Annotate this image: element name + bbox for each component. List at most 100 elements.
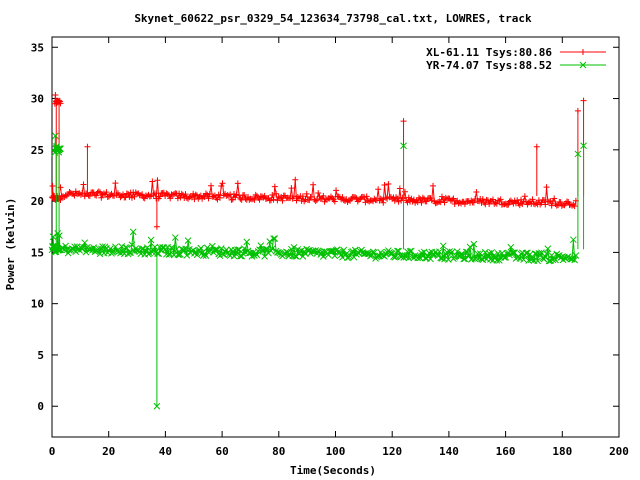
data-point-marker bbox=[356, 196, 363, 203]
data-point-marker bbox=[125, 190, 132, 197]
data-point-marker bbox=[232, 194, 239, 201]
data-point-marker bbox=[291, 252, 299, 260]
data-point-marker bbox=[123, 244, 131, 252]
data-point-marker bbox=[313, 196, 320, 203]
data-point-marker bbox=[290, 193, 297, 200]
data-point-marker bbox=[90, 244, 98, 251]
data-point-marker bbox=[110, 247, 118, 255]
data-point-marker bbox=[292, 176, 299, 183]
data-point-marker bbox=[405, 254, 413, 262]
data-point-marker bbox=[211, 192, 218, 199]
data-point-marker bbox=[396, 185, 403, 192]
data-point-marker bbox=[516, 255, 524, 262]
data-point-marker bbox=[548, 202, 555, 209]
data-point-marker bbox=[441, 199, 448, 206]
data-point-marker bbox=[400, 118, 407, 125]
data-point-marker bbox=[105, 193, 112, 200]
data-point-marker bbox=[404, 199, 411, 206]
data-point-marker bbox=[262, 245, 270, 253]
data-point-marker bbox=[256, 196, 263, 203]
data-point-marker bbox=[266, 238, 274, 245]
data-point-marker bbox=[462, 248, 470, 256]
data-point-marker bbox=[81, 239, 89, 247]
data-point-marker bbox=[408, 195, 415, 202]
data-point-marker bbox=[252, 191, 259, 198]
data-point-marker bbox=[273, 190, 280, 197]
data-point-marker bbox=[214, 246, 221, 254]
x-tick-label: 100 bbox=[326, 445, 346, 458]
data-point-marker bbox=[373, 197, 380, 204]
axis-ticks: 0 20 40 60 80 100 120 140 160 180 200 0 5 10 15 20 25 30 3… bbox=[31, 37, 629, 458]
data-point-marker bbox=[271, 235, 279, 242]
data-point-marker bbox=[320, 192, 327, 199]
data-point-marker bbox=[418, 199, 425, 206]
data-point-marker bbox=[399, 194, 406, 201]
x-tick-label: 60 bbox=[215, 445, 228, 458]
x-tick-label: 120 bbox=[382, 445, 402, 458]
data-point-marker bbox=[382, 194, 389, 201]
data-point-marker bbox=[542, 201, 549, 208]
data-point-marker bbox=[270, 196, 277, 203]
data-point-marker bbox=[335, 193, 342, 200]
data-point-marker bbox=[224, 192, 231, 199]
y-tick-label: 15 bbox=[31, 246, 44, 259]
data-point-marker bbox=[234, 246, 242, 254]
data-point-marker bbox=[533, 200, 540, 207]
plot-frame bbox=[51, 36, 620, 438]
data-point-marker bbox=[428, 197, 435, 204]
data-point-marker bbox=[71, 243, 78, 251]
data-point-marker bbox=[470, 199, 477, 206]
series-layer bbox=[48, 91, 587, 410]
x-tick-label: 160 bbox=[496, 445, 516, 458]
data-point-marker bbox=[451, 201, 458, 208]
data-point-marker bbox=[49, 183, 56, 190]
data-point-marker bbox=[203, 244, 211, 252]
data-point-marker bbox=[166, 250, 174, 258]
data-point-marker bbox=[400, 142, 407, 150]
data-point-marker bbox=[393, 247, 401, 255]
data-point-marker bbox=[377, 195, 384, 202]
data-point-marker bbox=[251, 196, 258, 203]
data-point-marker bbox=[150, 247, 157, 255]
data-point-marker bbox=[346, 252, 354, 260]
data-point-marker bbox=[202, 252, 210, 260]
data-point-marker bbox=[49, 195, 56, 202]
data-point-marker bbox=[331, 198, 338, 205]
data-point-marker bbox=[149, 178, 156, 185]
data-point-marker bbox=[190, 190, 197, 197]
data-point-marker bbox=[270, 235, 277, 243]
data-point-marker bbox=[439, 242, 447, 250]
data-point-marker bbox=[234, 180, 241, 187]
data-point-marker bbox=[570, 236, 577, 244]
data-point-marker bbox=[287, 195, 294, 202]
data-point-marker bbox=[456, 199, 463, 206]
data-point-marker bbox=[324, 196, 331, 203]
data-point-marker bbox=[95, 188, 102, 195]
data-point-marker bbox=[206, 190, 213, 197]
data-point-marker bbox=[433, 199, 440, 206]
data-point-marker bbox=[329, 195, 336, 202]
data-point-marker bbox=[122, 194, 129, 201]
data-point-marker bbox=[570, 201, 577, 208]
data-point-marker bbox=[544, 245, 552, 253]
data-point-marker bbox=[288, 185, 295, 192]
data-point-marker bbox=[111, 192, 118, 199]
data-point-marker bbox=[474, 250, 482, 258]
data-point-marker bbox=[248, 196, 255, 203]
data-point-marker bbox=[154, 177, 161, 184]
data-point-marker bbox=[218, 183, 225, 190]
data-point-marker bbox=[436, 198, 443, 205]
data-point-marker bbox=[51, 248, 59, 256]
data-point-marker bbox=[98, 194, 105, 201]
data-point-marker bbox=[49, 243, 57, 251]
data-point-marker bbox=[120, 191, 127, 198]
data-point-marker bbox=[580, 142, 587, 150]
data-point-marker bbox=[563, 198, 570, 205]
data-point-marker bbox=[153, 223, 160, 230]
data-point-marker bbox=[413, 197, 420, 204]
data-point-marker bbox=[243, 238, 251, 246]
data-point-marker bbox=[289, 195, 296, 202]
data-point-marker bbox=[138, 245, 146, 253]
data-point-marker bbox=[502, 200, 509, 207]
